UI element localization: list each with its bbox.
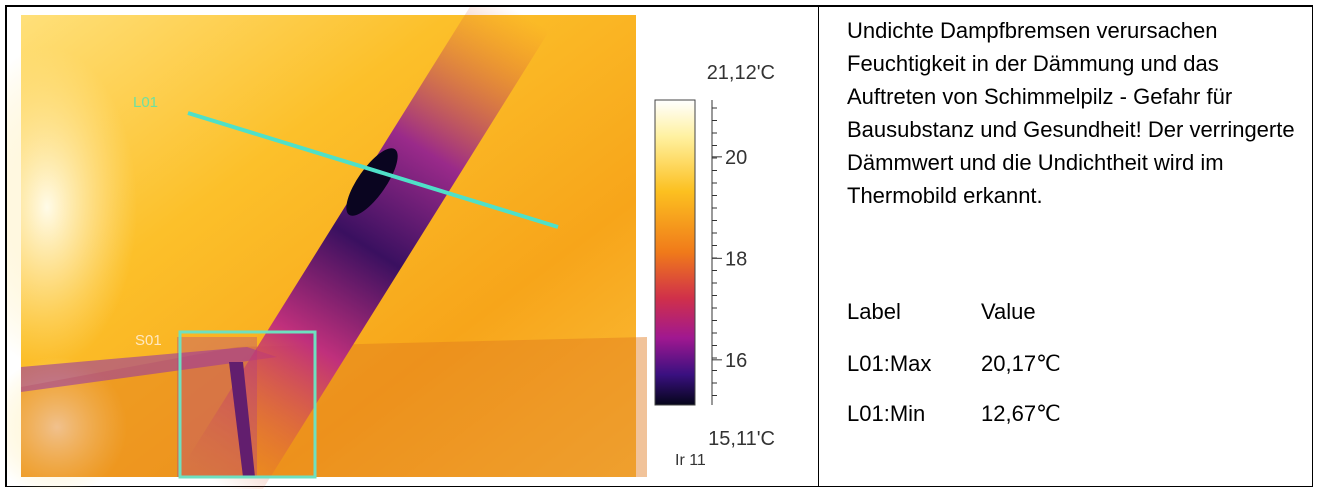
palette-label: Ir 11 bbox=[675, 452, 706, 469]
table-cell: L01:Max bbox=[847, 351, 932, 376]
table-cell: 12,67℃ bbox=[981, 401, 1061, 426]
spot-box bbox=[178, 330, 317, 479]
cool-area bbox=[177, 337, 257, 477]
color-bar bbox=[654, 99, 696, 406]
cool-band bbox=[184, 7, 550, 489]
scale-tick-label: 20 bbox=[725, 147, 747, 169]
thermal-image: L01 S01 21,12'C 15,11'C Ir 11 16 18 20 bbox=[7, 7, 817, 489]
scale-tick-label: 16 bbox=[725, 350, 747, 372]
cell-divider bbox=[818, 5, 819, 487]
table-cell: 20,17℃ bbox=[981, 351, 1061, 376]
spot-label: S01 bbox=[135, 332, 162, 349]
cold-spot bbox=[346, 148, 398, 216]
warm-area bbox=[7, 357, 127, 489]
warm-area bbox=[7, 47, 137, 367]
table-frame bbox=[5, 5, 1313, 487]
cool-seam bbox=[21, 347, 277, 392]
cool-area bbox=[21, 337, 647, 477]
line-label: L01 bbox=[133, 94, 158, 111]
scale-min: 15,11'C bbox=[708, 428, 775, 450]
description: Undichte Dampfbremsen verursachen Feucht… bbox=[847, 18, 1295, 208]
table-header: Value bbox=[981, 299, 1036, 324]
cold-seam bbox=[229, 362, 255, 477]
scale-max: 21,12'C bbox=[707, 62, 775, 84]
table-cell: L01:Min bbox=[847, 401, 926, 426]
table-header: Label bbox=[847, 299, 901, 324]
scale-tick-label: 18 bbox=[725, 248, 747, 270]
measure-line bbox=[187, 111, 559, 229]
